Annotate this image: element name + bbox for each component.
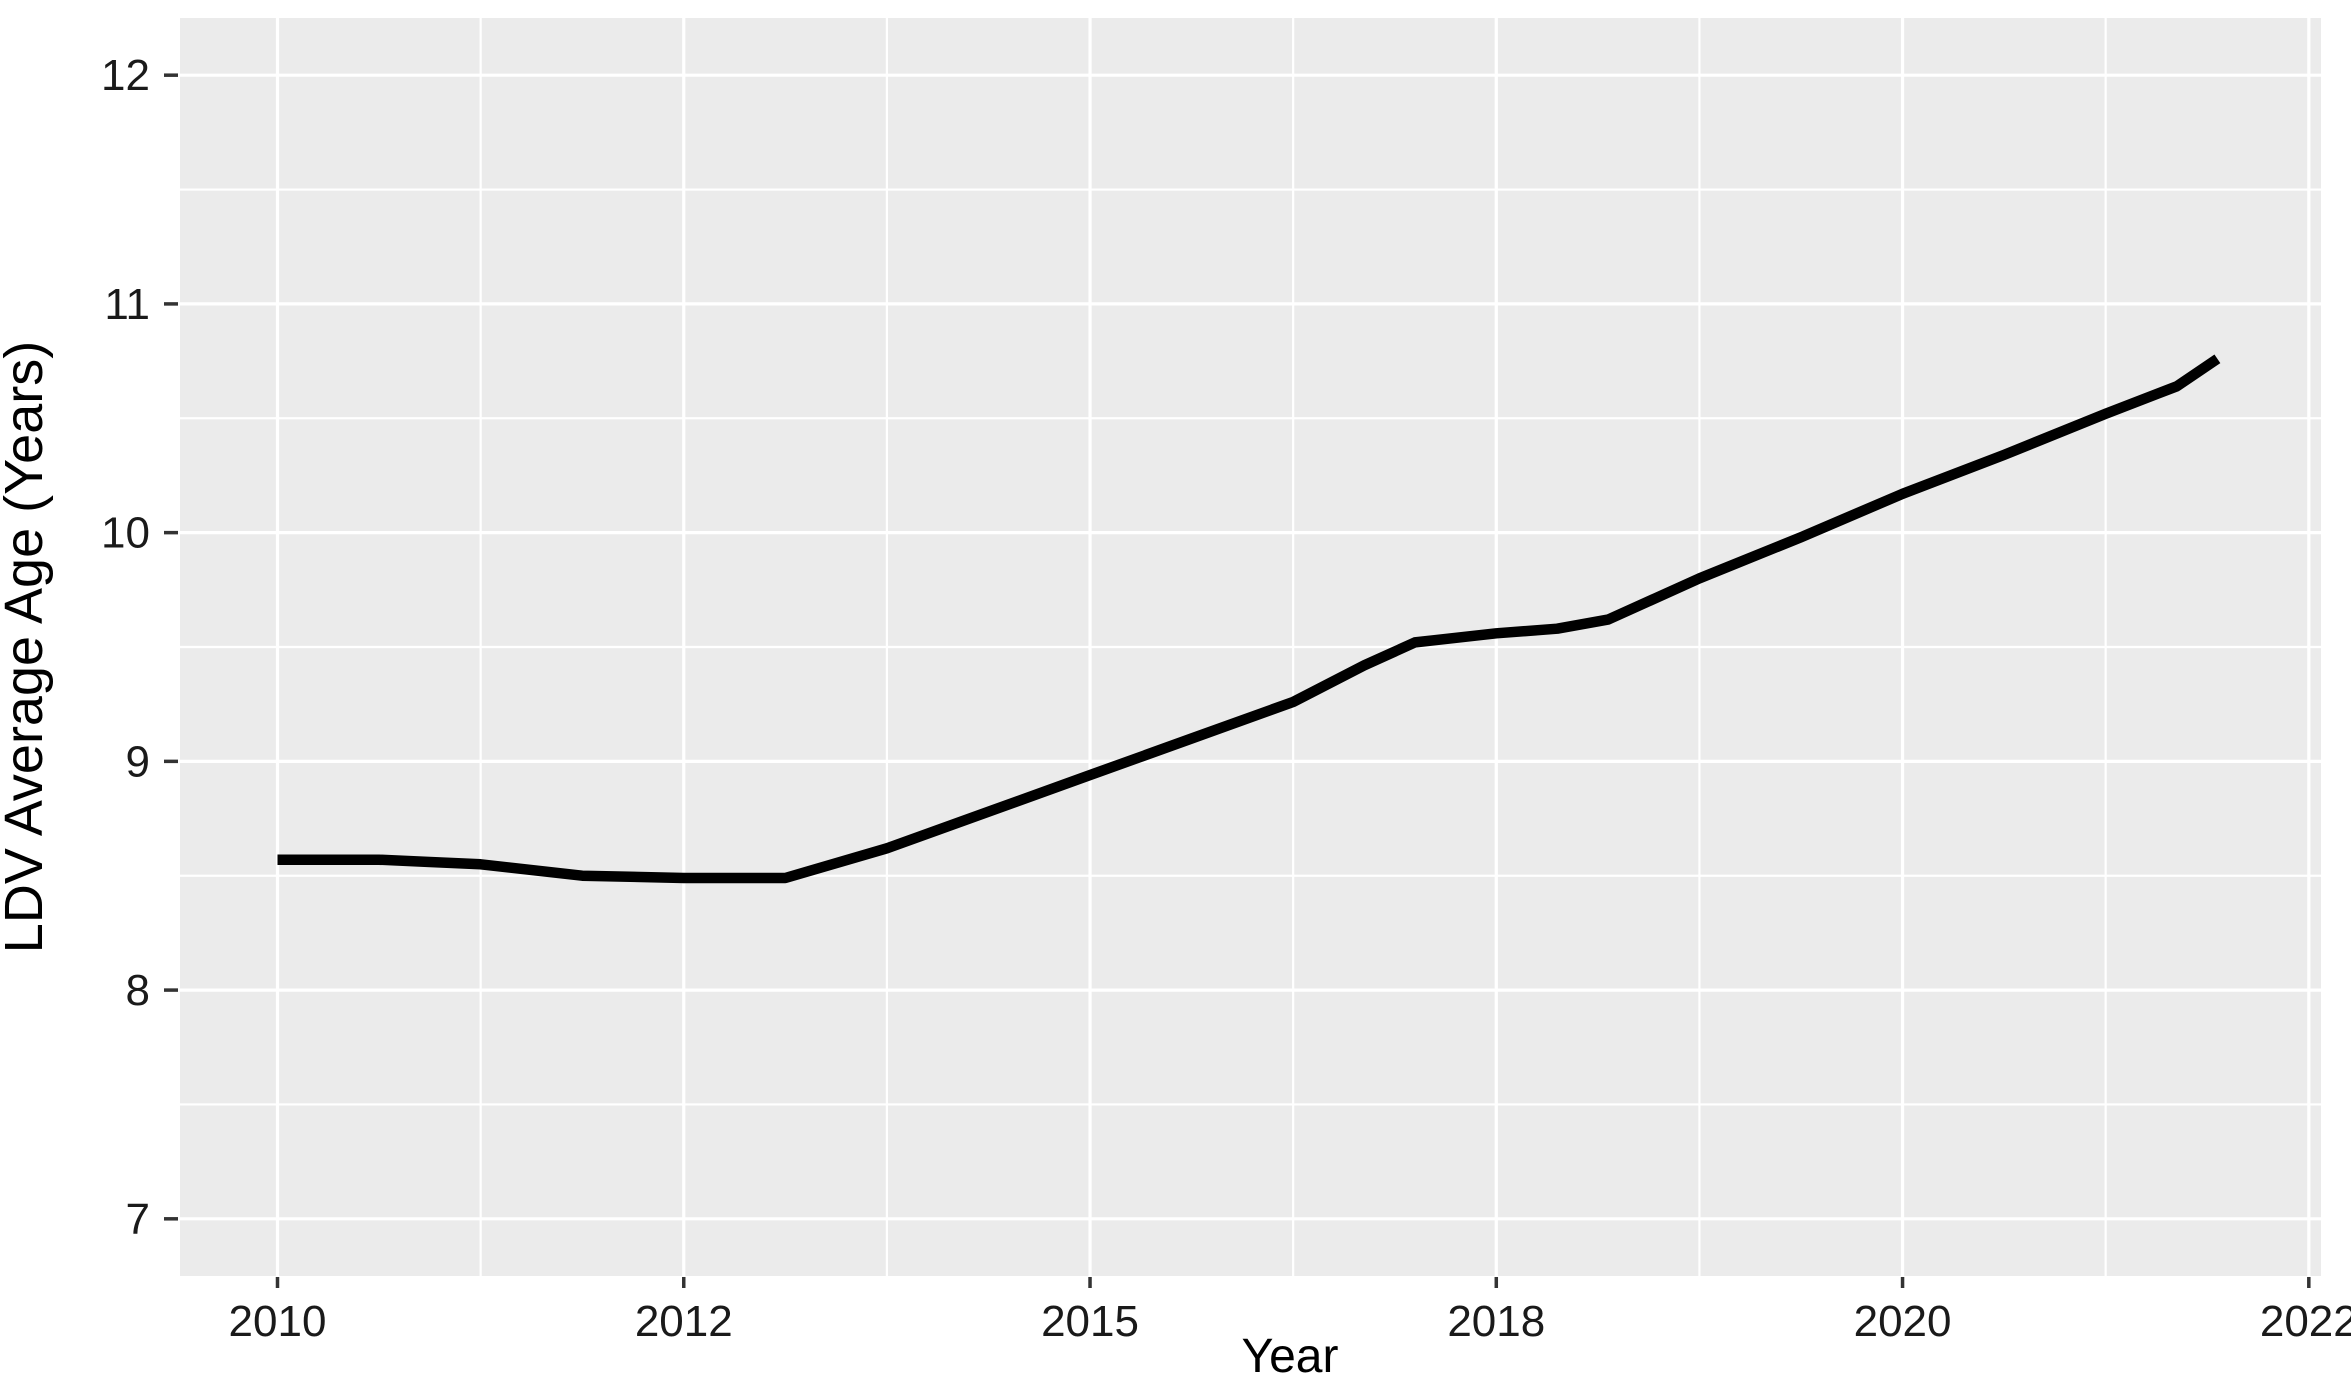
x-axis-title: Year [1242,1330,1339,1382]
y-axis-title: LDV Average Age (Years) [0,341,54,953]
y-tick-label: 9 [126,737,150,786]
data-series [277,354,2221,884]
y-tick-label: 11 [104,280,150,329]
x-tick-label: 2020 [1854,1297,1952,1346]
x-tick-label: 2010 [229,1297,327,1346]
x-tick-label: 2022 [2260,1297,2351,1346]
x-tick-label: 2012 [635,1297,733,1346]
axis-tick-labels: 7 8 9 10 11 12 2010 2012 2015 2018 2020 2022 [101,51,2351,1346]
x-tick-label: 2015 [1041,1297,1139,1346]
x-tick-label: 2018 [1447,1297,1545,1346]
gridlines [180,18,2321,1276]
y-tick-label: 7 [126,1195,150,1244]
y-tick-label: 12 [101,51,150,100]
ldv-average-age-line [277,354,2221,884]
y-tick-label: 8 [126,966,150,1015]
y-tick-label: 10 [101,509,150,558]
axis-tick-marks [164,73,2311,1288]
